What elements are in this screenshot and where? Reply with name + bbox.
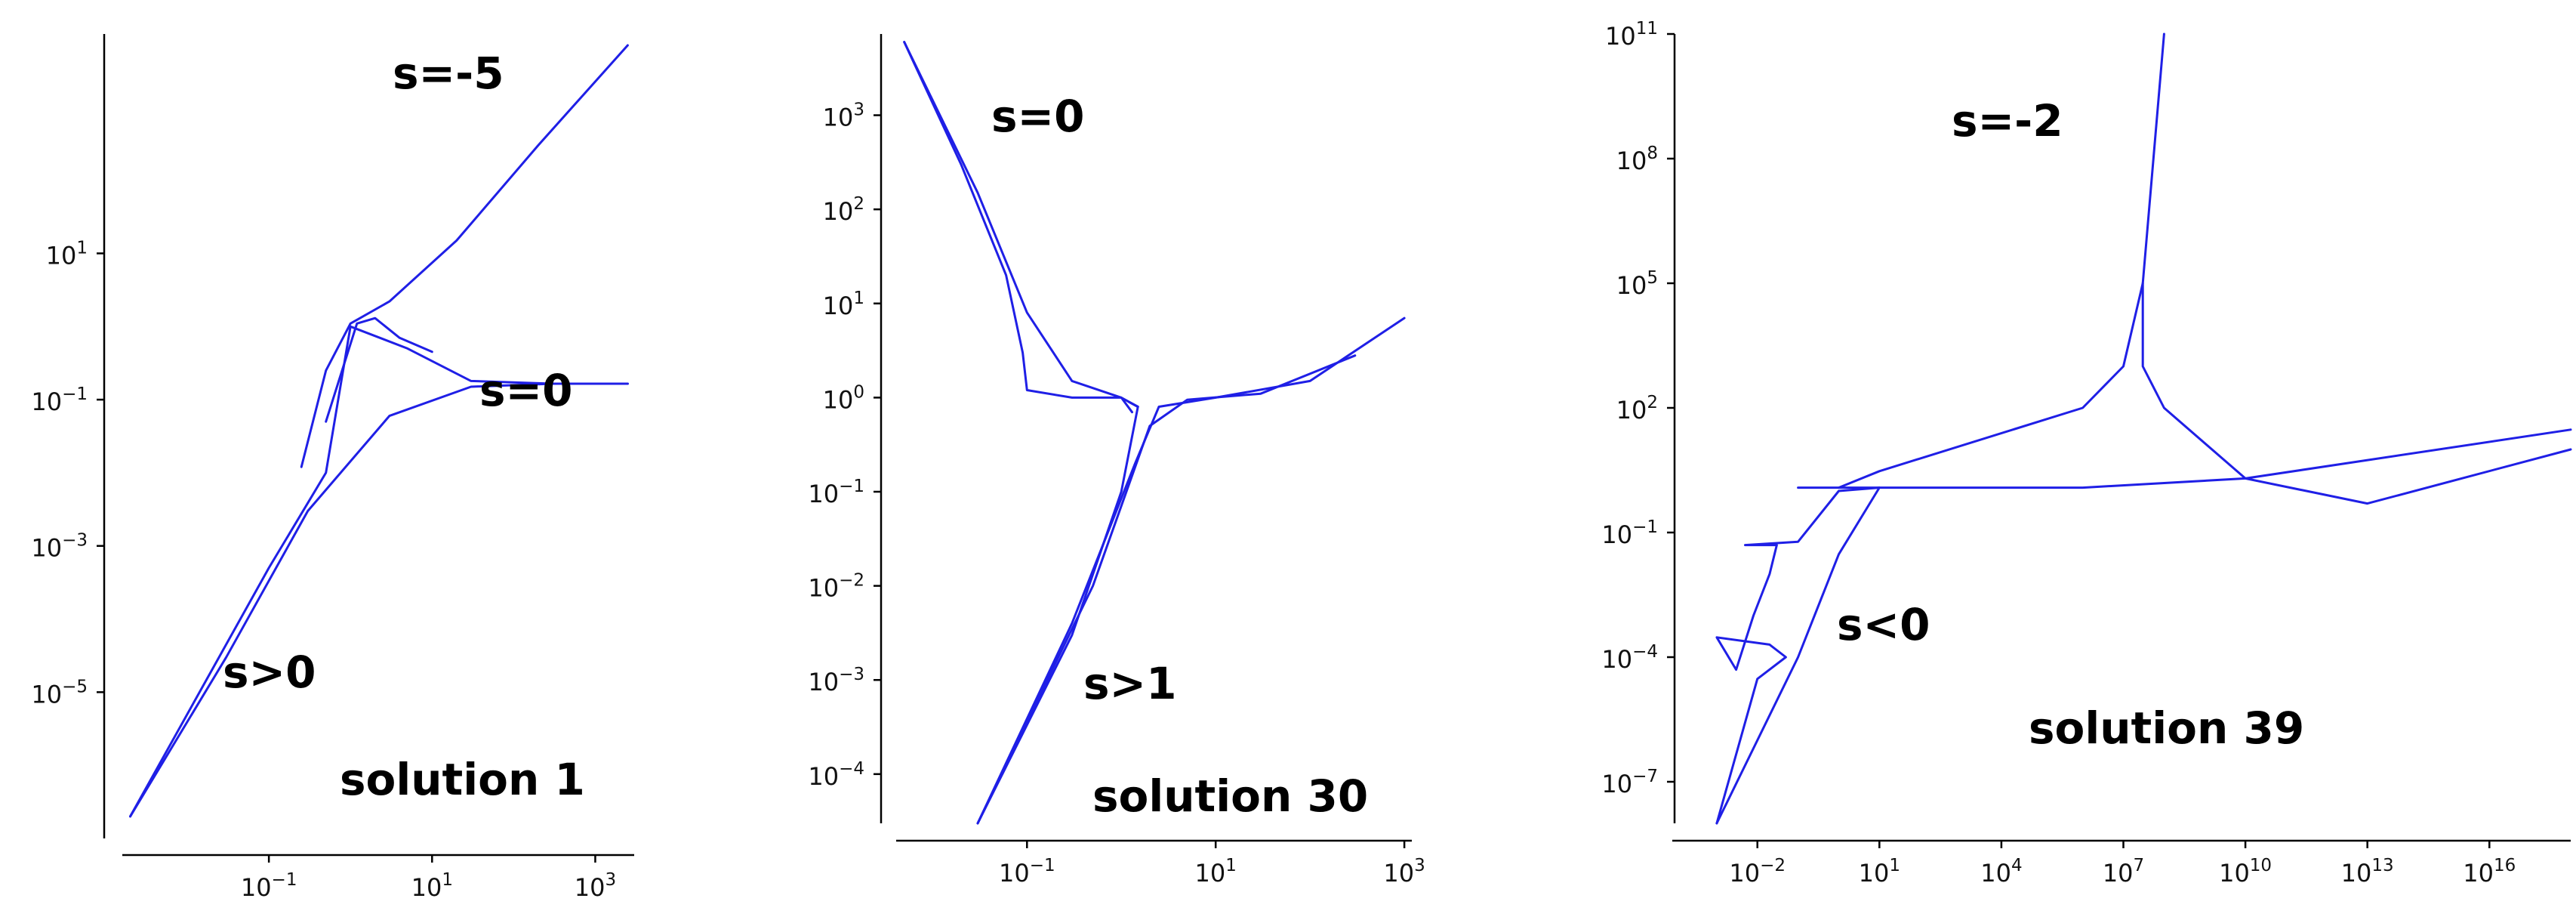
series-line-4 bbox=[325, 316, 433, 423]
annotation-s-lt-0: s<0 bbox=[1837, 599, 1930, 650]
series-line-5 bbox=[1797, 428, 2572, 489]
y-tick-label: 101 bbox=[46, 238, 88, 270]
series-line-3 bbox=[300, 44, 629, 468]
series-line-3 bbox=[976, 400, 1139, 825]
y-tick-label: 10−3 bbox=[808, 665, 864, 696]
x-tick-label: 103 bbox=[575, 870, 616, 902]
y-tick-label: 101 bbox=[823, 289, 864, 320]
series-line-4 bbox=[976, 316, 1406, 825]
x-tick-label: 101 bbox=[1859, 856, 1900, 888]
annotation-s-gt-1: s>1 bbox=[1083, 658, 1176, 709]
y-tick-label: 10−5 bbox=[31, 677, 88, 709]
annotation-s-eq-0: s=0 bbox=[479, 365, 572, 416]
y-tick-label: 10−3 bbox=[31, 531, 88, 563]
chart-solution-39: 1011 108 105 102 10−1 10−4 10−7 10−2 101 104 107 1… bbox=[1601, 19, 2572, 888]
annotation-s-eq-0: s=0 bbox=[991, 91, 1084, 142]
series-line-5 bbox=[976, 354, 1357, 825]
annotation-s-eq-minus5: s=-5 bbox=[393, 48, 504, 99]
y-tick-label: 1011 bbox=[1605, 19, 1658, 51]
y-tick-label: 102 bbox=[1616, 393, 1658, 424]
y-tick-label: 10−1 bbox=[808, 477, 864, 508]
x-tick-label: 101 bbox=[411, 870, 453, 902]
y-tick-label: 10−4 bbox=[1601, 642, 1658, 674]
y-tick-label: 10−7 bbox=[1601, 767, 1658, 798]
series-line-1 bbox=[1715, 486, 1881, 825]
annotation-s-gt-0: s>0 bbox=[223, 647, 316, 698]
x-tick-label: 1010 bbox=[2219, 856, 2272, 888]
annotation-s-eq-minus2: s=-2 bbox=[1952, 95, 2063, 147]
x-tick-label: 107 bbox=[2103, 856, 2144, 888]
series-line-2 bbox=[1715, 486, 1881, 825]
x-tick-label: 1013 bbox=[2341, 856, 2394, 888]
series-line-1 bbox=[129, 382, 629, 818]
x-tick-label: 10−1 bbox=[241, 870, 297, 902]
y-tick-label: 10−4 bbox=[808, 759, 864, 791]
series-line-3 bbox=[1838, 32, 2165, 489]
x-tick-label: 10−2 bbox=[1729, 856, 1786, 888]
y-tick-label: 102 bbox=[823, 194, 864, 226]
y-tick-label: 108 bbox=[1616, 144, 1658, 175]
series-line-2 bbox=[129, 325, 629, 818]
annotation-solution-30: solution 30 bbox=[1092, 770, 1368, 822]
x-tick-label: 1016 bbox=[2463, 856, 2516, 888]
y-tick-label: 10−1 bbox=[1601, 517, 1658, 549]
series-line-1 bbox=[903, 41, 1139, 408]
annotation-solution-39: solution 39 bbox=[2029, 702, 2304, 754]
y-tick-label: 105 bbox=[1616, 268, 1658, 300]
y-tick-label: 103 bbox=[823, 100, 864, 132]
y-tick-label: 10−1 bbox=[31, 384, 88, 416]
y-tick-label: 100 bbox=[823, 382, 864, 414]
x-tick-label: 103 bbox=[1383, 856, 1425, 888]
x-tick-label: 104 bbox=[1980, 856, 2022, 888]
annotation-solution-1: solution 1 bbox=[340, 754, 585, 805]
series-line-4 bbox=[2141, 282, 2572, 505]
series-line-2 bbox=[903, 41, 1133, 414]
x-tick-label: 10−1 bbox=[999, 856, 1055, 888]
x-tick-label: 101 bbox=[1195, 856, 1237, 888]
y-tick-label: 10−2 bbox=[808, 571, 864, 603]
